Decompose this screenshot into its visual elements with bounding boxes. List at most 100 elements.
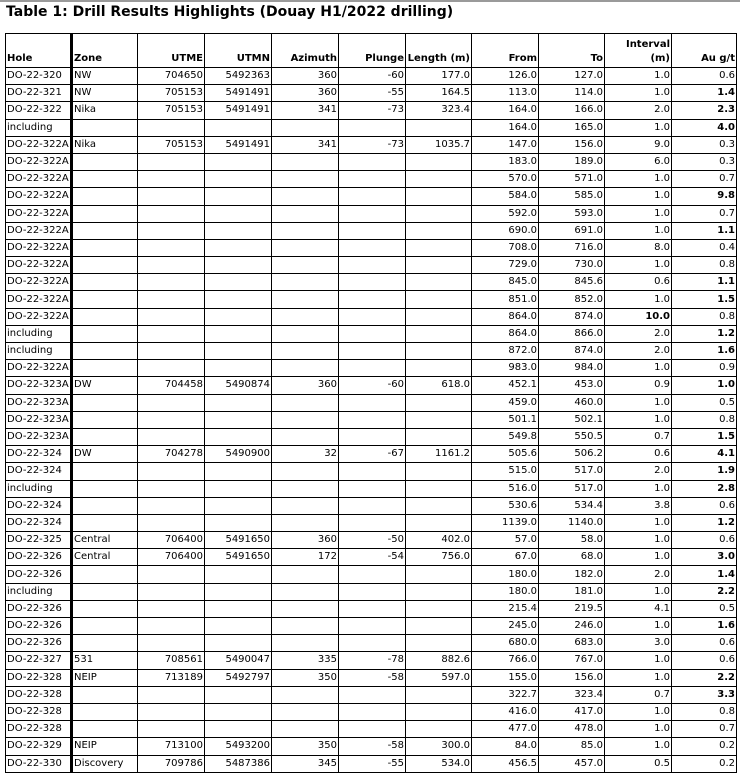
cell-utme: 713189 — [137, 668, 205, 687]
cell-interval: 8.0 — [604, 238, 672, 258]
cell-utme — [137, 393, 205, 412]
cell-utmn — [204, 118, 272, 137]
cell-length: 402.0 — [405, 531, 472, 550]
cell-interval: 1.0 — [604, 410, 672, 429]
cell-hole: including — [5, 479, 73, 498]
cell-au: 2.3 — [671, 101, 737, 120]
cell-utmn — [204, 427, 272, 447]
cell-hole: DO-22-323A — [5, 427, 73, 447]
cell-azimuth — [271, 410, 339, 429]
cell-azimuth — [271, 616, 339, 636]
cell-length: 618.0 — [405, 376, 472, 395]
cell-au: 1.0 — [671, 376, 737, 395]
cell-plunge — [338, 118, 406, 137]
cell-hole: DO-22-326 — [5, 548, 73, 567]
cell-interval: 1.0 — [604, 548, 672, 567]
cell-utmn: 5491491 — [204, 84, 272, 103]
table-row: DO-22-328 416.0 417.0 1.0 0.8 — [5, 702, 737, 722]
cell-azimuth: 350 — [271, 668, 339, 687]
cell-azimuth — [271, 170, 339, 189]
header-hole: Hole — [5, 33, 73, 68]
table-row: DO-22-326 215.4 219.5 4.1 0.5 — [5, 599, 737, 619]
cell-plunge — [338, 685, 406, 704]
cell-interval: 1.0 — [604, 290, 672, 309]
cell-utme — [137, 359, 205, 378]
cell-utme: 705153 — [137, 135, 205, 154]
table-row: DO-22-323A DW 704458 5490874 360 -60 618.0 452.… — [5, 376, 737, 395]
header-azimuth: Azimuth — [271, 33, 339, 68]
cell-zone: Discovery — [71, 754, 138, 773]
cell-hole: DO-22-328 — [5, 668, 73, 687]
table-row: DO-22-329 NEIP 713100 5493200 350 -58 300.0 84.… — [5, 737, 737, 756]
cell-plunge — [338, 702, 406, 722]
cell-plunge — [338, 427, 406, 447]
cell-utmn: 5491650 — [204, 548, 272, 567]
cell-plunge: -78 — [338, 651, 406, 670]
cell-au: 0.7 — [671, 720, 737, 739]
cell-utmn — [204, 324, 272, 344]
cell-hole: DO-22-330 — [5, 754, 73, 773]
cell-hole: DO-22-322A — [5, 204, 73, 223]
table-row: including 516.0 517.0 1.0 2.8 — [5, 479, 737, 498]
cell-plunge — [338, 496, 406, 515]
cell-length: 177.0 — [405, 66, 472, 86]
cell-au: 1.1 — [671, 273, 737, 292]
cell-azimuth — [271, 118, 339, 137]
cell-to: 181.0 — [538, 582, 605, 601]
cell-au: 0.2 — [671, 754, 737, 773]
cell-hole: DO-22-327 — [5, 651, 73, 670]
cell-from: 983.0 — [471, 359, 539, 378]
cell-au: 3.0 — [671, 548, 737, 567]
table-row: DO-22-324 515.0 517.0 2.0 1.9 — [5, 462, 737, 481]
cell-utme — [137, 290, 205, 309]
cell-zone: NW — [71, 66, 138, 86]
cell-length — [405, 702, 472, 722]
cell-hole: DO-22-326 — [5, 599, 73, 619]
cell-utmn — [204, 187, 272, 206]
cell-zone — [71, 462, 138, 481]
cell-utme: 709786 — [137, 754, 205, 773]
cell-zone: NEIP — [71, 668, 138, 687]
cell-plunge — [338, 634, 406, 653]
table-row: DO-22-322A 592.0 593.0 1.0 0.7 — [5, 204, 737, 223]
cell-length — [405, 410, 472, 429]
cell-interval: 10.0 — [604, 307, 672, 326]
cell-to: 58.0 — [538, 531, 605, 550]
cell-length: 534.0 — [405, 754, 472, 773]
cell-azimuth: 341 — [271, 135, 339, 154]
cell-utme: 706400 — [137, 548, 205, 567]
cell-from: 680.0 — [471, 634, 539, 653]
cell-azimuth — [271, 341, 339, 361]
cell-utmn — [204, 238, 272, 258]
cell-utmn: 5487386 — [204, 754, 272, 773]
cell-plunge — [338, 273, 406, 292]
cell-from: 515.0 — [471, 462, 539, 481]
cell-azimuth: 345 — [271, 754, 339, 773]
cell-au: 0.5 — [671, 393, 737, 412]
cell-from: 864.0 — [471, 324, 539, 344]
table-row: DO-22-324 1139.0 1140.0 1.0 1.2 — [5, 513, 737, 533]
cell-hole: DO-22-328 — [5, 702, 73, 722]
cell-plunge — [338, 290, 406, 309]
cell-from: 851.0 — [471, 290, 539, 309]
cell-au: 1.9 — [671, 462, 737, 481]
cell-utme — [137, 599, 205, 619]
cell-length — [405, 324, 472, 344]
cell-from: 180.0 — [471, 582, 539, 601]
cell-to: 550.5 — [538, 427, 605, 447]
cell-utme: 704458 — [137, 376, 205, 395]
drill-results-table: Hole Zone UTME UTMN Azimuth Plunge Length (m) F… — [5, 33, 737, 773]
cell-zone — [71, 204, 138, 223]
cell-length: 300.0 — [405, 737, 472, 756]
header-utme: UTME — [137, 33, 205, 68]
cell-utmn: 5491491 — [204, 101, 272, 120]
cell-interval: 2.0 — [604, 101, 672, 120]
cell-utme — [137, 479, 205, 498]
cell-zone: Nika — [71, 135, 138, 154]
cell-hole: DO-22-324 — [5, 496, 73, 515]
cell-to: 189.0 — [538, 152, 605, 172]
table-row: DO-22-328 477.0 478.0 1.0 0.7 — [5, 720, 737, 739]
cell-interval: 1.0 — [604, 187, 672, 206]
cell-length — [405, 359, 472, 378]
cell-interval: 0.6 — [604, 445, 672, 464]
